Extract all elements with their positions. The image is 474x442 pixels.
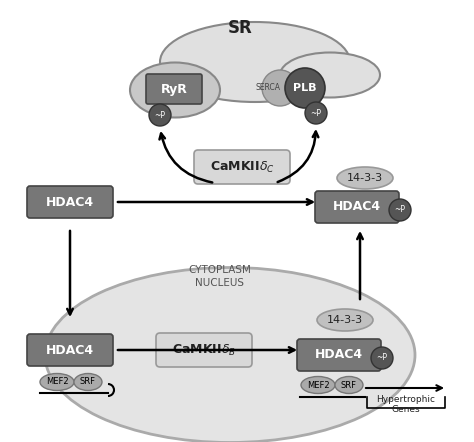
Text: HDAC4: HDAC4 — [46, 343, 94, 357]
Text: HDAC4: HDAC4 — [46, 195, 94, 209]
FancyBboxPatch shape — [194, 150, 290, 184]
Text: ~P: ~P — [376, 354, 388, 362]
FancyBboxPatch shape — [27, 186, 113, 218]
Ellipse shape — [335, 377, 363, 393]
Text: PLB: PLB — [293, 83, 317, 93]
FancyBboxPatch shape — [156, 333, 252, 367]
Ellipse shape — [280, 53, 380, 98]
FancyBboxPatch shape — [27, 334, 113, 366]
Text: SERCA: SERCA — [255, 84, 281, 92]
Text: CaMKII$\delta_B$: CaMKII$\delta_B$ — [172, 343, 236, 358]
FancyBboxPatch shape — [297, 339, 381, 371]
Circle shape — [389, 199, 411, 221]
Circle shape — [305, 102, 327, 124]
Ellipse shape — [337, 167, 393, 189]
Ellipse shape — [317, 309, 373, 331]
Ellipse shape — [40, 373, 74, 390]
Ellipse shape — [160, 22, 350, 102]
Text: CYTOPLASM: CYTOPLASM — [189, 265, 251, 275]
Text: 14-3-3: 14-3-3 — [327, 315, 363, 325]
Ellipse shape — [45, 267, 415, 442]
Text: SR: SR — [228, 19, 252, 37]
Text: RyR: RyR — [161, 83, 187, 95]
Circle shape — [149, 104, 171, 126]
Ellipse shape — [301, 377, 335, 393]
Text: ~P: ~P — [310, 108, 321, 118]
Text: 14-3-3: 14-3-3 — [347, 173, 383, 183]
Ellipse shape — [130, 62, 220, 118]
Text: ~P: ~P — [394, 206, 405, 214]
Text: ~P: ~P — [155, 110, 165, 119]
Text: Hypertrophic
Genes: Hypertrophic Genes — [376, 395, 436, 415]
Text: SRF: SRF — [80, 377, 96, 386]
Text: HDAC4: HDAC4 — [315, 348, 363, 362]
Circle shape — [262, 70, 298, 106]
Text: MEF2: MEF2 — [46, 377, 68, 386]
Text: SRF: SRF — [341, 381, 357, 389]
Text: NUCLEUS: NUCLEUS — [195, 278, 245, 288]
Text: CaMKII$\delta_C$: CaMKII$\delta_C$ — [210, 160, 274, 175]
Text: MEF2: MEF2 — [307, 381, 329, 389]
Ellipse shape — [74, 373, 102, 390]
Text: HDAC4: HDAC4 — [333, 201, 381, 213]
Circle shape — [371, 347, 393, 369]
FancyBboxPatch shape — [146, 74, 202, 104]
FancyBboxPatch shape — [315, 191, 399, 223]
Circle shape — [285, 68, 325, 108]
